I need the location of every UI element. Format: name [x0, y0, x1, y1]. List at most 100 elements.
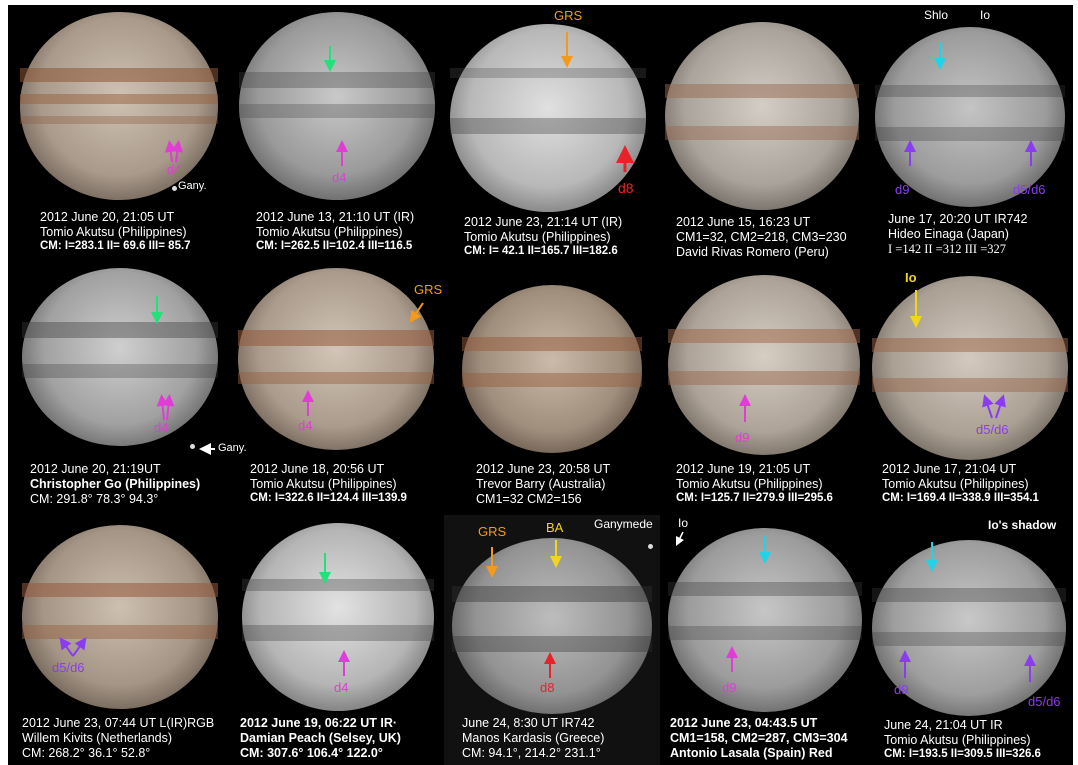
- jupiter-disk-5: [875, 27, 1065, 207]
- label-ganymede: Gany.: [178, 180, 207, 192]
- caption-line: Christopher Go (Philippines): [30, 476, 201, 491]
- label-io: Io: [678, 516, 689, 530]
- label-d9: d9: [735, 430, 750, 445]
- caption-line: 2012 June 23, 20:58 UT: [476, 462, 611, 476]
- caption-7: 2012 June 18, 20:56 UT Tomio Akutsu (Phi…: [250, 462, 407, 505]
- caption-line: Trevor Barry (Australia): [476, 476, 606, 491]
- caption-line: 2012 June 19, 21:05 UT: [676, 462, 811, 476]
- caption-1: 2012 June 20, 21:05 UT Tomio Akutsu (Phi…: [40, 210, 191, 253]
- caption-line: Hideo Einaga (Japan): [888, 226, 1009, 241]
- caption-line: Tomio Akutsu (Philippines): [250, 476, 397, 491]
- caption-line: Willem Kivits (Netherlands): [22, 730, 173, 745]
- caption-line: I =142 II =312 III =327: [888, 241, 1006, 256]
- caption-line: Tomio Akutsu (Philippines): [676, 476, 823, 491]
- caption-2: 2012 June 13, 21:10 UT (IR) Tomio Akutsu…: [256, 210, 414, 253]
- label-d9: d9: [895, 182, 910, 197]
- label-io: Io: [905, 270, 917, 285]
- caption-line: Antonio Lasala (Spain) Red: [670, 745, 833, 760]
- jupiter-disk-3: [450, 24, 646, 212]
- caption-line: Tomio Akutsu (Philippines): [256, 224, 403, 239]
- caption-6: 2012 June 20, 21:19UT Christopher Go (Ph…: [30, 462, 200, 506]
- caption-5: June 17, 20:20 UT IR742 Hideo Einaga (Ja…: [888, 212, 1027, 256]
- jupiter-disk-9: [668, 275, 860, 455]
- ganymede-dot-6: [190, 444, 195, 449]
- label-d9: d9: [894, 682, 909, 697]
- jupiter-disk-2: [239, 12, 435, 200]
- label-d4: d4: [154, 420, 169, 435]
- label-ba: BA: [546, 520, 564, 535]
- jupiter-disk-6: [22, 268, 218, 446]
- caption-line: 2012 June 20, 21:19UT: [30, 462, 161, 476]
- label-d9: d9: [722, 680, 737, 695]
- caption-4: 2012 June 15, 16:23 UT CM1=32, CM2=218, …: [676, 215, 847, 259]
- caption-9: 2012 June 19, 21:05 UT Tomio Akutsu (Phi…: [676, 462, 833, 505]
- caption-line: CM: I=322.6 II=124.4 III=139.9: [250, 491, 407, 504]
- caption-line: 2012 June 17, 21:04 UT: [882, 462, 1017, 476]
- caption-line: Tomio Akutsu (Philippines): [464, 229, 611, 244]
- caption-line: June 17, 20:20 UT IR742: [888, 212, 1028, 226]
- jupiter-disk-7: [238, 268, 434, 450]
- label-io-shadow: Io's shadow: [988, 518, 1057, 532]
- caption-12: 2012 June 19, 06:22 UT IR· Damian Peach …: [240, 716, 401, 760]
- label-d4: d4: [332, 170, 347, 185]
- caption-line: CM: 268.2° 36.1° 52.8°: [22, 745, 151, 760]
- caption-10: 2012 June 17, 21:04 UT Tomio Akutsu (Phi…: [882, 462, 1039, 505]
- caption-line: CM: I=169.4 II=338.9 III=354.1: [882, 491, 1039, 504]
- caption-line: CM: I=283.1 II= 69.6 III= 85.7: [40, 239, 191, 252]
- jupiter-disk-8: [462, 285, 642, 453]
- caption-line: June 24, 21:04 UT IR: [884, 718, 1003, 732]
- caption-line: CM: I=193.5 II=309.5 III=326.6: [884, 747, 1041, 760]
- caption-line: Tomio Akutsu (Philippines): [40, 224, 187, 239]
- label-d8: d8: [540, 680, 555, 695]
- caption-line: June 24, 8:30 UT IR742: [462, 716, 595, 730]
- label-grs: GRS: [414, 282, 443, 297]
- label-grs: GRS: [554, 8, 583, 23]
- caption-line: 2012 June 23, 07:44 UT L(IR)RGB: [22, 716, 215, 730]
- caption-line: CM1=32 CM2=156: [476, 491, 582, 506]
- jupiter-disk-1: [20, 12, 218, 200]
- caption-line: CM: 94.1°, 214.2° 231.1°: [462, 745, 601, 760]
- caption-11: 2012 June 23, 07:44 UT L(IR)RGB Willem K…: [22, 716, 214, 760]
- caption-line: 2012 June 15, 16:23 UT: [676, 215, 811, 229]
- label-d4: d4: [334, 680, 349, 695]
- caption-13: June 24, 8:30 UT IR742 Manos Kardasis (G…: [462, 716, 604, 760]
- caption-line: CM: 307.6° 106.4° 122.0°: [240, 745, 383, 760]
- label-d5-d6: d5/d6: [1013, 182, 1046, 197]
- caption-line: Tomio Akutsu (Philippines): [884, 732, 1031, 747]
- jupiter-disk-10: [872, 276, 1068, 460]
- caption-line: CM1=32, CM2=218, CM3=230: [676, 229, 847, 244]
- caption-line: 2012 June 20, 21:05 UT: [40, 210, 175, 224]
- ganymede-dot-13: [648, 544, 653, 549]
- label-d5-d6: d5/d6: [976, 422, 1009, 437]
- label-d4: d4: [167, 162, 182, 177]
- label-d4: d4: [298, 418, 313, 433]
- caption-line: Damian Peach (Selsey, UK): [240, 730, 401, 745]
- jupiter-disk-4: [665, 22, 859, 210]
- caption-line: 2012 June 23, 04:43.5 UT: [670, 716, 818, 730]
- label-d5-d6: d5/d6: [1028, 694, 1061, 709]
- label-io: Io: [980, 8, 991, 22]
- label-ganymede: Ganymede: [594, 517, 653, 531]
- label-shlo: Shlo: [924, 8, 949, 22]
- caption-line: David Rivas Romero (Peru): [676, 244, 829, 259]
- label-d5-d6: d5/d6: [52, 660, 85, 675]
- caption-3: 2012 June 23, 21:14 UT (IR) Tomio Akutsu…: [464, 215, 622, 258]
- jupiter-disk-14: [668, 528, 862, 712]
- caption-line: 2012 June 19, 06:22 UT IR·: [240, 716, 398, 730]
- caption-line: CM: 291.8° 78.3° 94.3°: [30, 491, 159, 506]
- jupiter-disk-12: [242, 523, 434, 711]
- caption-line: 2012 June 13, 21:10 UT (IR): [256, 210, 415, 224]
- caption-line: CM: I= 42.1 II=165.7 III=182.6: [464, 244, 618, 257]
- caption-14: 2012 June 23, 04:43.5 UT CM1=158, CM2=28…: [670, 716, 848, 760]
- caption-line: Manos Kardasis (Greece): [462, 730, 605, 745]
- label-ganymede: Gany.: [218, 442, 247, 454]
- label-d8: d8: [618, 180, 634, 196]
- caption-8: 2012 June 23, 20:58 UT Trevor Barry (Aus…: [476, 462, 610, 506]
- jupiter-disk-15: [872, 540, 1066, 716]
- caption-line: CM1=158, CM2=287, CM3=304: [670, 730, 848, 745]
- jupiter-disk-11: [22, 525, 218, 709]
- caption-line: CM: I=125.7 II=279.9 III=295.6: [676, 491, 833, 504]
- caption-15: June 24, 21:04 UT IR Tomio Akutsu (Phili…: [884, 718, 1041, 761]
- caption-line: 2012 June 23, 21:14 UT (IR): [464, 215, 623, 229]
